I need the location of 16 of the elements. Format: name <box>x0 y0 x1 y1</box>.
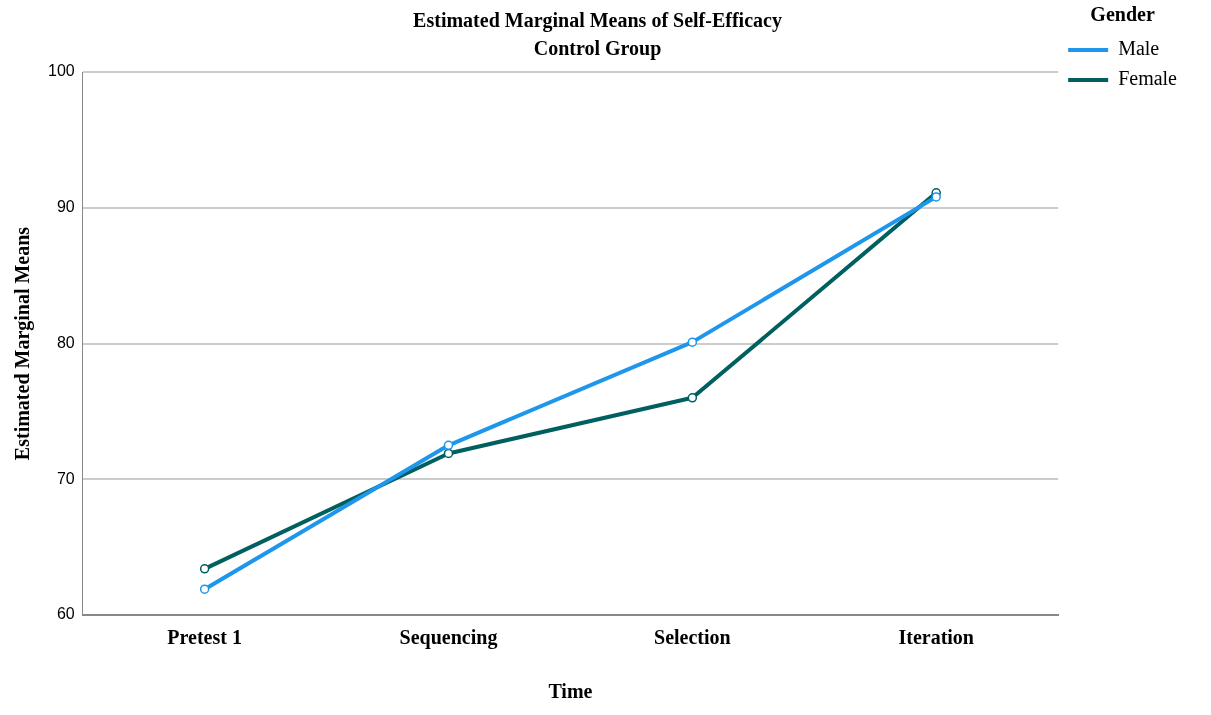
legend-title: Gender <box>1090 3 1155 26</box>
chart-title: Estimated Marginal Means of Self-Efficacy <box>413 9 782 33</box>
x-axis-title: Time <box>548 680 593 703</box>
legend-label: Female <box>1118 67 1178 90</box>
x-tick-label: Pretest 1 <box>167 626 242 649</box>
y-tick-label: 70 <box>56 469 75 487</box>
y-tick-label: 80 <box>56 333 75 351</box>
x-tick-label: Iteration <box>898 626 974 649</box>
x-tick-label: Sequencing <box>399 626 498 650</box>
y-axis-title: Estimated Marginal Means <box>11 226 35 461</box>
y-tick-label: 100 <box>47 62 75 80</box>
y-tick-label: 60 <box>56 605 75 623</box>
x-tick-label: Selection <box>654 626 731 649</box>
legend-label: Male <box>1118 37 1160 60</box>
y-tick-label: 90 <box>56 198 75 216</box>
chart-subtitle: Control Group <box>533 37 662 61</box>
